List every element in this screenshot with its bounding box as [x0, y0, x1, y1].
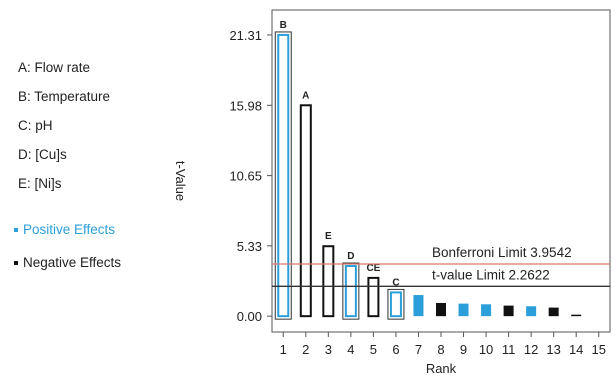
factor-label-e: E: [Ni]s [18, 176, 62, 191]
x-tick-label: 1 [280, 342, 287, 357]
bar-label-a: A [302, 90, 309, 101]
bar-rank-9 [458, 303, 469, 317]
bar-label-c: C [392, 277, 399, 288]
factor-label-b: B: Temperature [18, 89, 111, 104]
y-tick-label: 0.00 [237, 309, 262, 324]
legend-positive-effects: Positive Effects [14, 222, 115, 237]
x-tick-label: 3 [325, 342, 332, 357]
x-tick-label: 7 [415, 342, 422, 357]
x-tick-label: 4 [347, 342, 354, 357]
factor-label-c: C: pH [18, 118, 53, 133]
factor-label-a: A: Flow rate [18, 60, 91, 75]
x-tick-label: 8 [437, 342, 444, 357]
x-tick-label: 12 [524, 342, 538, 357]
negative-effects-swatch [14, 260, 18, 265]
legend-negative-effects: Negative Effects [14, 255, 121, 270]
bar-rank-3 [322, 245, 335, 318]
bar-rank-11 [503, 305, 514, 317]
bar-outline-rank-6 [387, 288, 405, 320]
bar-rank-10 [481, 304, 492, 317]
x-axis-label: Rank [426, 361, 457, 376]
y-tick-label: 15.98 [229, 98, 262, 113]
reference-label-bonferroni: Bonferroni Limit 3.9542 [432, 245, 572, 260]
bar-rank-13 [548, 307, 559, 317]
x-tick-label: 2 [302, 342, 309, 357]
y-axis-label: t-Value [173, 161, 188, 201]
bar-rank-12 [526, 306, 537, 317]
x-tick-label: 11 [502, 342, 516, 357]
bar-rank-8 [436, 302, 446, 317]
factor-label-d: D: [Cu]s [18, 147, 67, 162]
y-tick-label: 10.65 [229, 169, 262, 184]
x-tick-label: 14 [569, 342, 583, 357]
bar-outline-rank-4 [342, 262, 360, 320]
bar-label-b: B [280, 20, 287, 31]
x-tick-label: 6 [392, 342, 399, 357]
bar-label-e: E [325, 231, 332, 242]
bar-rank-4 [344, 265, 357, 318]
negative-effects-label: Negative Effects [23, 255, 122, 270]
x-tick-label: 5 [370, 342, 377, 357]
bar-rank-5 [367, 276, 380, 318]
x-tick-label: 9 [460, 342, 467, 357]
bar-label-ce: CE [366, 263, 380, 274]
bar-rank-2 [299, 104, 312, 318]
reference-label-t-value: t-value Limit 2.2622 [432, 267, 550, 282]
y-tick-label: 21.31 [229, 28, 262, 43]
positive-effects-label: Positive Effects [23, 222, 116, 237]
bar-outline-rank-1 [274, 31, 292, 320]
x-tick-label: 13 [546, 342, 560, 357]
bar-label-d: D [347, 251, 354, 262]
bar-rank-7 [413, 295, 424, 317]
x-tick-label: 10 [479, 342, 493, 357]
positive-effects-swatch [14, 227, 18, 232]
y-tick-label: 5.33 [237, 239, 262, 254]
x-tick-label: 15 [591, 342, 605, 357]
bar-rank-14 [571, 314, 582, 317]
bar-rank-6 [389, 291, 402, 318]
bar-rank-1 [277, 33, 290, 318]
